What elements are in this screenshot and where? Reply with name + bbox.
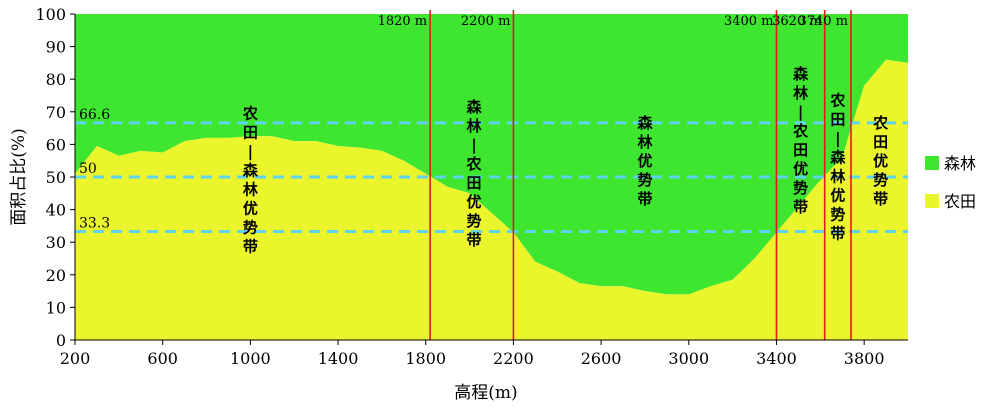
boundary-label-2: 3400 m [724, 14, 774, 29]
x-tick-label-8: 3400 [756, 349, 797, 368]
x-tick-label-7: 3000 [668, 349, 709, 368]
x-tick-label-3: 1400 [318, 349, 359, 368]
legend-label-0: 森林 [944, 154, 976, 173]
boundary-label-0: 1820 m [378, 14, 428, 29]
reference-label-2: 33.3 [79, 215, 110, 231]
reference-label-0: 66.6 [79, 107, 110, 123]
zone-label-5: 农田优势带 [872, 114, 888, 208]
axes: 0 10 20 30 40 50 60 70 80 90 100 200 600 1000 1400 1800… [35, 5, 908, 368]
y-tick-label-3: 30 [46, 233, 66, 252]
x-tick-label-9: 3800 [844, 349, 885, 368]
y-tick-label-8: 80 [46, 70, 66, 89]
boundary-label-1: 2200 m [461, 14, 511, 29]
y-tick-label-7: 70 [46, 103, 66, 122]
zone-label-2: 森林优势带 [637, 114, 653, 208]
series-area-farmland [75, 59, 908, 340]
y-tick-label-6: 60 [46, 135, 66, 154]
legend-swatch-1 [925, 194, 939, 208]
zone-label-3: 森林|农田优势带 [792, 65, 809, 216]
y-tick-label-4: 40 [46, 201, 66, 220]
legend-label-1: 农田 [944, 192, 976, 211]
legend-swatch-0 [925, 156, 939, 170]
x-tick-label-0: 200 [60, 349, 91, 368]
boundary-label-4: 3740 m [798, 14, 848, 29]
x-axis-label: 高程(m) [454, 383, 517, 403]
y-tick-label-0: 0 [56, 331, 66, 350]
y-tick-label-9: 90 [46, 38, 66, 57]
y-tick-label-2: 20 [46, 266, 66, 285]
zone-label-4: 农田|森林优势带 [829, 91, 846, 242]
zone-label-1: 森林|农田优势带 [465, 98, 482, 249]
x-tick-label-2: 1000 [230, 349, 271, 368]
y-tick-label-1: 10 [46, 298, 66, 317]
series-area-forest [75, 14, 908, 295]
x-tick-label-4: 1800 [405, 349, 446, 368]
x-tick-label-1: 600 [147, 349, 178, 368]
y-tick-label-5: 50 [46, 168, 66, 187]
x-tick-label-6: 2600 [581, 349, 622, 368]
y-tick-label-10: 100 [35, 5, 66, 24]
y-axis-label: 面积占比(%) [9, 128, 29, 225]
boundary-label-3: 3620 m [772, 14, 822, 29]
reference-label-1: 50 [79, 161, 97, 177]
x-tick-label-5: 2200 [493, 349, 534, 368]
zone-label-0: 农田|森林优势带 [242, 104, 259, 255]
